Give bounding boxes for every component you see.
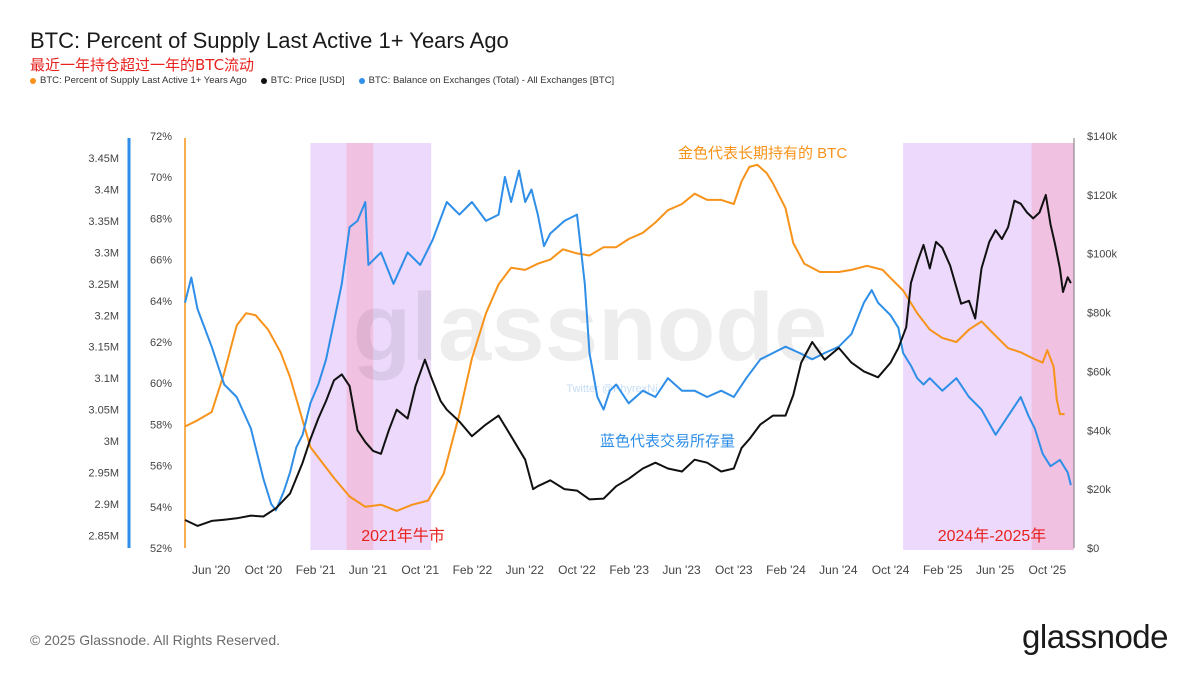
x-tick-label: Feb '22 [453, 563, 493, 577]
balance-tick-label: 3.3M [95, 247, 119, 259]
legend: BTC: Percent of Supply Last Active 1+ Ye… [30, 75, 614, 86]
legend-item-supply[interactable]: BTC: Percent of Supply Last Active 1+ Ye… [30, 75, 247, 86]
series-line-supply-percent [184, 163, 1065, 512]
balance-tick-label: 2.9M [95, 499, 119, 511]
balance-tick-label: 2.95M [88, 468, 119, 480]
balance-tick-label: 3.4M [95, 184, 119, 196]
price-tick-label: $80k [1087, 308, 1111, 320]
percent-tick-label: 68% [150, 213, 172, 225]
balance-tick-label: 3.35M [88, 216, 119, 228]
highlight-region-3 [1031, 143, 1074, 550]
percent-tick-label: 64% [150, 296, 172, 308]
x-tick-label: Feb '21 [296, 563, 336, 577]
balance-tick-label: 3.25M [88, 279, 119, 291]
balance-tick-label: 3.05M [88, 405, 119, 417]
region-label-2024-2025: 2024年-2025年 [938, 527, 1047, 545]
legend-dot-balance [358, 77, 365, 84]
copyright-text: © 2025 Glassnode. All Rights Reserved. [30, 632, 281, 648]
series-line-exchange-balance [184, 169, 1072, 512]
percent-tick-label: 56% [150, 461, 172, 473]
balance-tick-label: 2.85M [88, 530, 119, 542]
legend-item-balance[interactable]: BTC: Balance on Exchanges (Total) - All … [358, 75, 615, 86]
annotation-blue-exchange: 蓝色代表交易所存量 [600, 432, 735, 450]
x-tick-label: Jun '21 [349, 563, 388, 577]
price-tick-label: $140k [1087, 131, 1117, 143]
price-tick-label: $20k [1087, 484, 1111, 496]
legend-label-supply: BTC: Percent of Supply Last Active 1+ Ye… [40, 75, 247, 86]
annotation-gold-long-term: 金色代表长期持有的 BTC [678, 145, 847, 162]
percent-tick-label: 58% [150, 419, 172, 431]
percent-tick-label: 66% [150, 255, 172, 267]
legend-dot-price [260, 77, 267, 84]
x-tick-label: Jun '20 [192, 563, 231, 577]
x-tick-label: Jun '22 [506, 563, 545, 577]
chart-title: BTC: Percent of Supply Last Active 1+ Ye… [30, 28, 509, 53]
x-tick-label: Oct '20 [245, 563, 283, 577]
series-line-price [184, 193, 1072, 527]
balance-tick-label: 3.1M [95, 373, 119, 385]
x-tick-label: Feb '24 [766, 563, 806, 577]
x-tick-label: Oct '21 [401, 563, 439, 577]
balance-tick-label: 3.45M [88, 153, 119, 165]
balance-tick-label: 3M [104, 436, 119, 448]
price-tick-label: $60k [1087, 366, 1111, 378]
percent-tick-label: 70% [150, 172, 172, 184]
balance-tick-label: 3.2M [95, 310, 119, 322]
chart-subtitle: 最近一年持仓超过一年的BTC流动 [30, 56, 255, 74]
legend-dot-supply [30, 77, 36, 84]
highlight-region-1 [346, 143, 374, 550]
x-tick-label: Feb '23 [609, 563, 649, 577]
price-tick-label: $120k [1087, 190, 1117, 202]
percent-tick-label: 52% [150, 543, 172, 555]
percent-tick-label: 54% [150, 502, 172, 514]
x-tick-label: Feb '25 [923, 563, 963, 577]
balance-tick-label: 3.15M [88, 342, 119, 354]
x-tick-label: Jun '23 [662, 563, 701, 577]
glassnode-logo: glassnode [1022, 618, 1168, 655]
watermark-text: glassnode [353, 274, 828, 381]
legend-label-price: BTC: Price [USD] [270, 75, 345, 86]
x-tick-label: Jun '25 [976, 563, 1015, 577]
price-tick-label: $100k [1087, 249, 1117, 261]
price-tick-label: $0 [1087, 543, 1099, 555]
percent-tick-label: 62% [150, 337, 172, 349]
x-tick-label: Oct '23 [715, 563, 753, 577]
x-tick-label: Oct '24 [872, 563, 910, 577]
legend-item-price[interactable]: BTC: Price [USD] [260, 75, 345, 86]
x-tick-label: Oct '25 [1029, 563, 1067, 577]
x-tick-label: Oct '22 [558, 563, 596, 577]
legend-label-balance: BTC: Balance on Exchanges (Total) - All … [368, 75, 615, 86]
percent-tick-label: 72% [150, 131, 172, 143]
x-tick-label: Jun '24 [819, 563, 858, 577]
region-label-2021: 2021年牛市 [361, 527, 445, 545]
price-tick-label: $40k [1087, 425, 1111, 437]
percent-tick-label: 60% [150, 378, 172, 390]
